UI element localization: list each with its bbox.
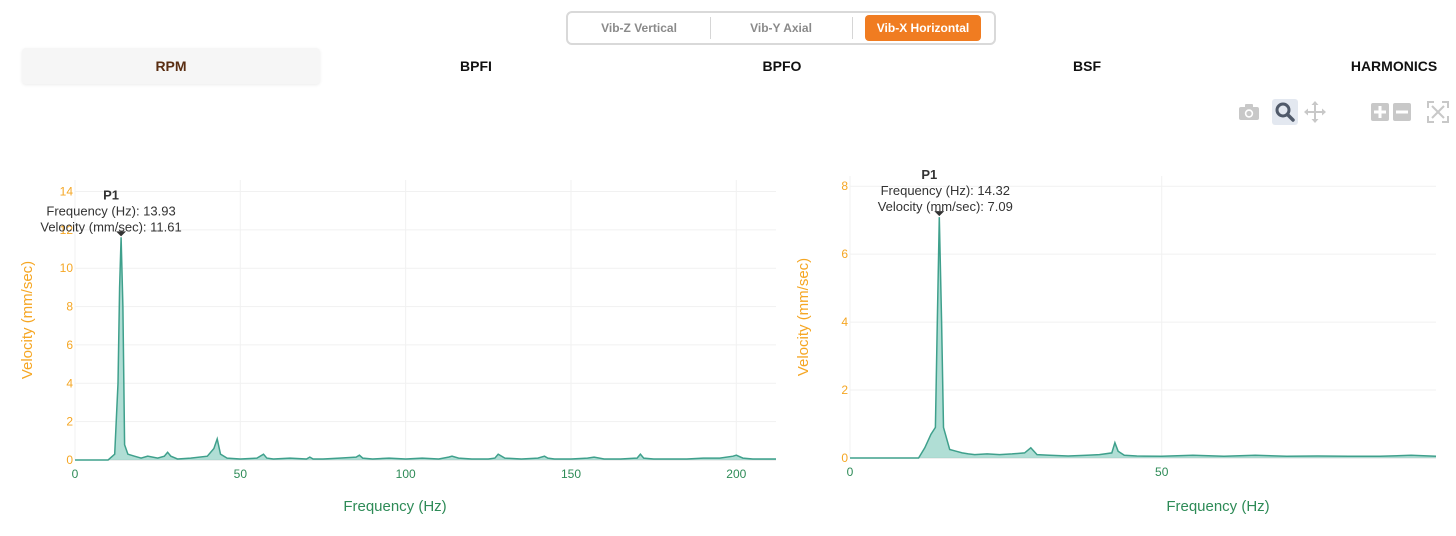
pan-icon[interactable]	[1302, 99, 1328, 125]
peak-tag: P1	[103, 187, 119, 202]
x-axis-title: Frequency (Hz)	[343, 498, 446, 515]
x-tick-label: 50	[234, 467, 248, 481]
velocity-spectrum-chart-1: 0 2 4 6 8 10 12 14 0 50 100 150 200 Velocity (mm/sec)…	[19, 180, 776, 515]
x-axis-title: Frequency (Hz)	[1166, 498, 1269, 515]
axis-segment-control: Vib-Z Vertical Vib-Y Axial Vib-X Horizon…	[566, 11, 996, 45]
peak-marker	[116, 231, 127, 237]
segment-vib-x-horizontal-label: Vib-X Horizontal	[864, 15, 982, 41]
y-tick-label: 6	[841, 247, 848, 261]
x-tick-label: 0	[847, 465, 854, 479]
peak-tag: P1	[921, 167, 937, 182]
y-tick-label: 0	[841, 451, 848, 465]
spectrum-line	[75, 237, 776, 461]
y-axis-title: Velocity (mm/sec)	[795, 258, 812, 376]
zoom-in-icon[interactable]	[1367, 99, 1393, 125]
x-tick-label: 200	[726, 467, 746, 481]
tab-harmonics[interactable]: HARMONICS	[1350, 58, 1438, 74]
peak-marker	[934, 211, 945, 217]
velocity-spectrum-chart-2: 0 2 4 6 8 0 50 Velocity (mm/sec) Frequency (Hz) P…	[795, 167, 1437, 515]
spectrum-line	[850, 217, 1437, 459]
y-tick-label: 10	[60, 261, 74, 275]
segment-vib-y-axial[interactable]: Vib-Y Axial	[710, 13, 852, 43]
y-tick-label: 2	[66, 415, 73, 429]
tab-rpm[interactable]: RPM	[22, 48, 320, 84]
peak-velocity-label: Velocity (mm/sec): 11.61	[40, 219, 181, 234]
autoscale-icon[interactable]	[1425, 99, 1451, 125]
x-tick-label: 0	[72, 467, 79, 481]
peak-velocity-label: Velocity (mm/sec): 7.09	[878, 199, 1013, 214]
zoom-icon[interactable]	[1272, 99, 1298, 125]
tab-bsf[interactable]: BSF	[1073, 58, 1101, 74]
x-tick-label: 50	[1155, 465, 1169, 479]
zoom-out-icon[interactable]	[1389, 99, 1415, 125]
plot-toolbar	[1236, 99, 1451, 125]
tab-bpfo[interactable]: BPFO	[762, 58, 802, 74]
y-tick-label: 8	[66, 300, 73, 314]
x-tick-label: 100	[396, 467, 416, 481]
y-axis-title: Velocity (mm/sec)	[19, 261, 36, 379]
y-tick-label: 8	[841, 179, 848, 193]
spectrum-area	[75, 237, 776, 460]
peak-frequency-label: Frequency (Hz): 13.93	[46, 203, 175, 218]
y-tick-label: 2	[841, 383, 848, 397]
y-tick-label: 14	[60, 185, 74, 199]
y-tick-label: 4	[66, 376, 73, 390]
tab-bpfi[interactable]: BPFI	[460, 58, 492, 74]
frequency-tabs: RPM BPFI BPFO BSF HARMONICS	[22, 48, 1456, 84]
x-tick-label: 150	[561, 467, 581, 481]
camera-icon[interactable]	[1236, 99, 1262, 125]
y-tick-label: 4	[841, 315, 848, 329]
y-tick-label: 12	[60, 223, 74, 237]
y-tick-label: 0	[66, 453, 73, 467]
segment-vib-x-horizontal[interactable]: Vib-X Horizontal	[852, 13, 994, 43]
segment-vib-z-vertical[interactable]: Vib-Z Vertical	[601, 21, 677, 35]
peak-frequency-label: Frequency (Hz): 14.32	[881, 183, 1010, 198]
y-tick-label: 6	[66, 338, 73, 352]
